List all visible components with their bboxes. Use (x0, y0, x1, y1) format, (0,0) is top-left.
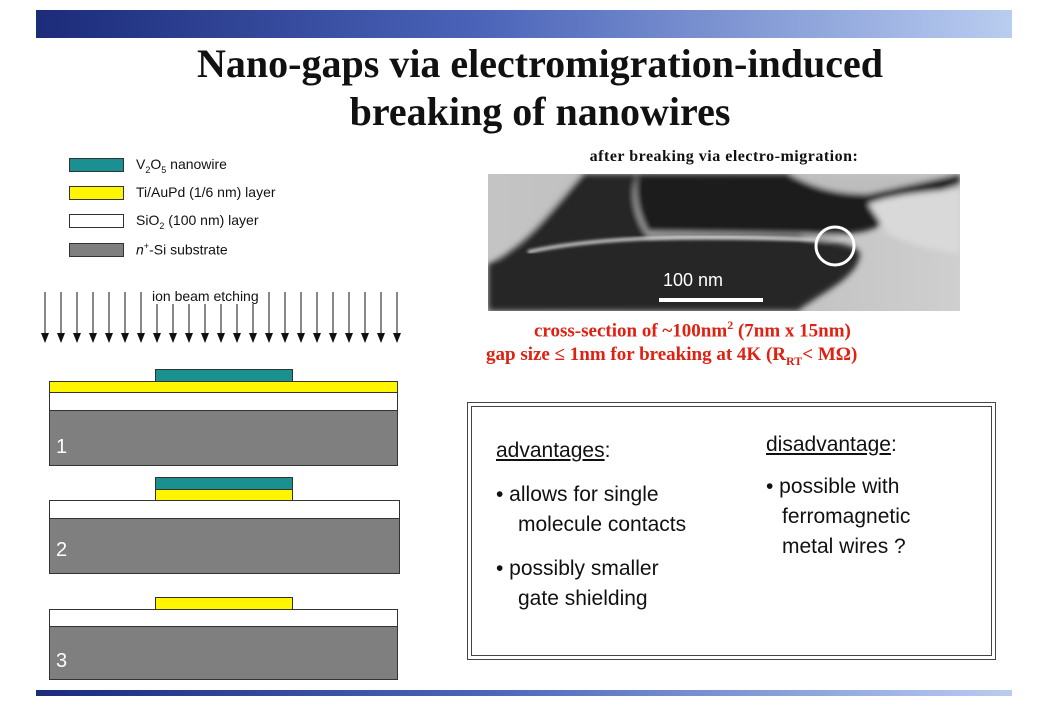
slide-title: Nano-gaps via electromigration-induced b… (40, 40, 1040, 136)
pros-cons-box-inner (471, 406, 992, 656)
scale-bar-label: 100 nm (663, 270, 724, 290)
step1-nanowire (155, 369, 293, 382)
step2-oxide-layer (49, 500, 400, 519)
cross-section-note: cross-section of ~100nm2 (7nm x 15nm) (534, 318, 851, 342)
legend-label-substrate: n+-Si substrate (136, 241, 228, 258)
oxide-swatch (69, 214, 124, 228)
disadvantages-column: disadvantage: • possible with ferromagne… (766, 430, 910, 562)
nanowire-swatch (69, 158, 124, 172)
step2-metal-strip (155, 489, 293, 501)
ion-beam-label: ion beam etching (150, 288, 261, 304)
step1-substrate (49, 410, 398, 466)
step1-number: 1 (56, 436, 68, 458)
ion-beam-arrows (41, 292, 401, 343)
step1-oxide-layer (49, 392, 398, 411)
advantages-column: advantages: • allows for single molecule… (496, 436, 686, 614)
header-accent-bar (36, 10, 1012, 38)
slide-title-line2: breaking of nanowires (349, 89, 731, 134)
step2-nanowire (155, 477, 293, 490)
slide-title-line1: Nano-gaps via electromigration-induced (197, 41, 883, 86)
step2-number: 2 (56, 539, 68, 561)
pros-cons-box-outer (467, 402, 996, 660)
metal-swatch (69, 186, 124, 200)
step3-metal-strip (155, 597, 293, 610)
sem-image (488, 174, 960, 311)
advantage-item: • allows for single molecule contacts (496, 483, 687, 536)
step1-metal-layer (49, 381, 398, 393)
sem-caption: after breaking via electro-migration: (589, 148, 859, 165)
gap-highlight-circle (814, 225, 856, 267)
legend-label-metal: Ti/AuPd (1/6 nm) layer (136, 184, 276, 200)
advantage-item: • possibly smaller gate shielding (496, 557, 659, 610)
scale-bar (659, 298, 763, 302)
step2-substrate (49, 518, 400, 574)
footer-accent-bar (36, 690, 1012, 696)
disadvantage-item: • possible with ferromagnetic metal wire… (766, 475, 911, 558)
advantages-heading: advantages (496, 439, 605, 462)
disadvantage-heading: disadvantage (766, 433, 891, 456)
substrate-swatch (69, 243, 124, 257)
legend-label-nanowire: V2O5 nanowire (136, 156, 227, 175)
step3-number: 3 (56, 650, 68, 672)
gap-size-note: gap size ≤ 1nm for breaking at 4K (RRT< … (486, 344, 858, 368)
step3-oxide-layer (49, 609, 398, 627)
step3-substrate (49, 626, 398, 680)
legend-label-oxide: SiO2 (100 nm) layer (136, 212, 259, 231)
